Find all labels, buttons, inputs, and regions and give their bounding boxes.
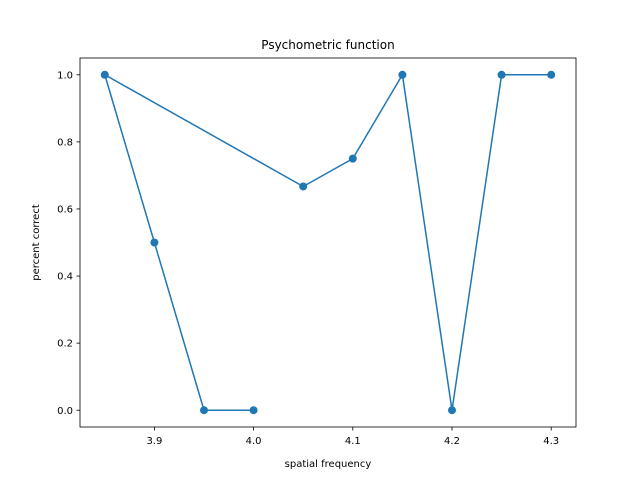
y-tick-label: 0.4 [57,272,73,283]
data-point [100,70,109,79]
y-tick-label: 1.0 [57,70,73,81]
chart-title: Psychometric function [261,38,394,52]
y-tick-label: 0.6 [57,205,73,216]
x-tick-label: 3.9 [146,436,162,447]
data-point [547,70,556,79]
data-point [249,406,258,415]
data-point [448,406,456,415]
axes-frame [79,57,577,428]
data-point [150,238,159,247]
y-axis: 0.0 0.2 0.4 0.6 0.8 1.0 [57,70,80,417]
data-point [398,70,407,79]
data-point [200,406,208,415]
x-axis: 3.9 4.0 4.1 4.2 4.3 [146,427,559,447]
series-line [104,74,552,411]
x-tick-label: 4.0 [246,436,262,447]
x-tick-label: 4.2 [444,436,460,447]
x-tick-label: 4.1 [345,436,361,447]
plot-area [100,70,556,415]
data-point [348,154,357,163]
data-point [497,70,506,79]
y-tick-label: 0.8 [57,137,73,148]
x-tick-label: 4.3 [543,436,559,447]
y-tick-label: 0.2 [57,339,73,350]
x-axis-title: spatial frequency [285,459,372,470]
y-axis-title: percent correct [31,204,42,281]
y-tick-label: 0.0 [57,406,73,417]
data-point [299,182,308,191]
